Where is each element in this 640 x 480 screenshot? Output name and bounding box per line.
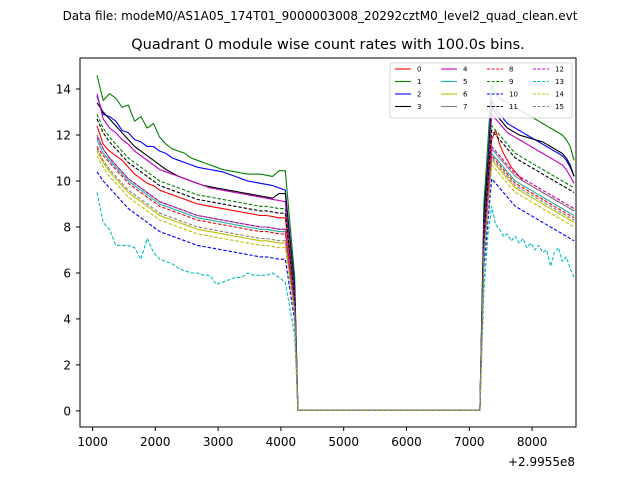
- legend-label-13: 13: [555, 78, 564, 86]
- axes-frame: [79, 57, 577, 428]
- series-line-5: [96, 139, 575, 411]
- x-tick-label: 6000: [391, 435, 422, 449]
- x-tick-label: 4000: [266, 435, 297, 449]
- legend-label-6: 6: [463, 91, 468, 99]
- legend-label-0: 0: [417, 66, 421, 74]
- y-tick-label: 4: [63, 312, 71, 326]
- x-tick-label: 1000: [77, 435, 108, 449]
- series-line-2: [96, 95, 575, 411]
- series-line-14: [96, 155, 575, 411]
- x-offset-label: +2.9955e8: [508, 455, 575, 469]
- series-line-0: [96, 125, 575, 411]
- legend-label-9: 9: [509, 78, 513, 86]
- series-line-1: [96, 75, 575, 411]
- legend-label-8: 8: [509, 66, 513, 74]
- series-line-9: [96, 114, 575, 411]
- y-tick-label: 0: [63, 404, 71, 418]
- legend-box: [389, 62, 573, 119]
- x-tick-label: 2000: [140, 435, 171, 449]
- series-line-4: [96, 93, 575, 411]
- series-line-13: [96, 192, 575, 411]
- legend-label-15: 15: [555, 103, 564, 111]
- figure-suptitle: Data file: modeM0/AS1A05_174T01_90000030…: [63, 9, 578, 23]
- x-axis: 1000 2000 3000 4000 5000 6000 7000 8000: [77, 427, 547, 449]
- series-line-6: [96, 150, 575, 411]
- series-line-8: [96, 146, 575, 411]
- series-line-3: [96, 102, 575, 411]
- legend-label-11: 11: [509, 103, 518, 111]
- legend-label-4: 4: [463, 66, 468, 74]
- series-line-7: [96, 134, 575, 411]
- y-tick-label: 6: [63, 267, 71, 281]
- legend-label-12: 12: [555, 66, 564, 74]
- series-line-12: [96, 137, 575, 411]
- y-tick-label: 8: [63, 221, 71, 235]
- legend-label-14: 14: [555, 91, 564, 99]
- y-tick-label: 2: [63, 358, 71, 372]
- series-layer: [96, 75, 575, 411]
- y-axis: 0 2 4 6 8 10 12 14: [56, 83, 80, 418]
- legend-label-7: 7: [463, 103, 467, 111]
- series-line-10: [96, 171, 575, 411]
- y-tick-label: 12: [56, 129, 71, 143]
- chart-title: Quadrant 0 module wise count rates with …: [131, 37, 525, 53]
- x-tick-label: 3000: [203, 435, 234, 449]
- legend-label-5: 5: [463, 78, 467, 86]
- y-tick-label: 14: [56, 83, 71, 97]
- x-tick-label: 5000: [328, 435, 359, 449]
- legend-label-2: 2: [417, 91, 421, 99]
- legend-label-3: 3: [417, 103, 421, 111]
- x-tick-label: 7000: [454, 435, 485, 449]
- y-tick-label: 10: [56, 175, 71, 189]
- series-line-15: [96, 148, 575, 411]
- series-line-11: [96, 118, 575, 411]
- legend-label-10: 10: [509, 91, 518, 99]
- x-tick-label: 8000: [517, 435, 548, 449]
- legend-label-1: 1: [417, 78, 421, 86]
